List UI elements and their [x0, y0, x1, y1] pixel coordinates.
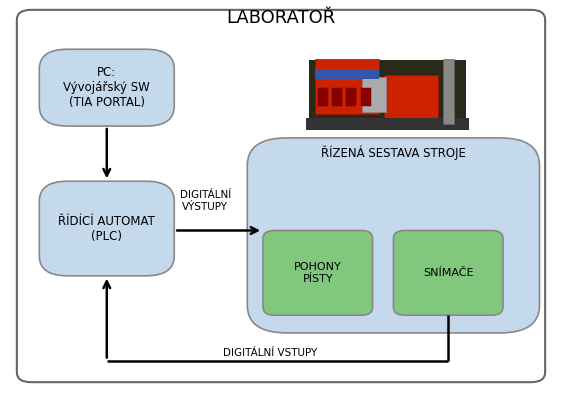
Text: SNÍMAČE: SNÍMAČE — [423, 268, 473, 278]
Text: LABORATOŘ: LABORATOŘ — [226, 9, 336, 27]
FancyBboxPatch shape — [306, 118, 469, 130]
FancyBboxPatch shape — [303, 35, 472, 136]
Text: PC:
Vývojářský SW
(TIA PORTAL): PC: Vývojářský SW (TIA PORTAL) — [64, 66, 150, 109]
Text: POHONY
PÍSTY: POHONY PÍSTY — [294, 262, 342, 284]
FancyBboxPatch shape — [39, 181, 174, 276]
FancyBboxPatch shape — [247, 138, 540, 333]
FancyBboxPatch shape — [17, 10, 545, 382]
FancyBboxPatch shape — [263, 230, 373, 315]
FancyBboxPatch shape — [443, 59, 454, 124]
FancyBboxPatch shape — [361, 88, 371, 106]
FancyBboxPatch shape — [315, 59, 379, 114]
FancyBboxPatch shape — [346, 88, 356, 106]
Text: ŘÍZENÁ SESTAVA STROJE: ŘÍZENÁ SESTAVA STROJE — [321, 146, 466, 160]
FancyBboxPatch shape — [393, 230, 503, 315]
Text: DIGITÁLNÍ
VÝSTUPY: DIGITÁLNÍ VÝSTUPY — [179, 190, 231, 212]
FancyBboxPatch shape — [384, 75, 438, 120]
FancyBboxPatch shape — [318, 88, 328, 106]
Text: ŘÍDÍCÍ AUTOMAT
(PLC): ŘÍDÍCÍ AUTOMAT (PLC) — [58, 214, 155, 243]
Text: DIGITÁLNÍ VSTUPY: DIGITÁLNÍ VSTUPY — [223, 348, 317, 358]
FancyBboxPatch shape — [309, 59, 466, 130]
FancyBboxPatch shape — [39, 49, 174, 126]
FancyBboxPatch shape — [332, 88, 342, 106]
FancyBboxPatch shape — [362, 77, 386, 112]
FancyBboxPatch shape — [315, 69, 379, 79]
